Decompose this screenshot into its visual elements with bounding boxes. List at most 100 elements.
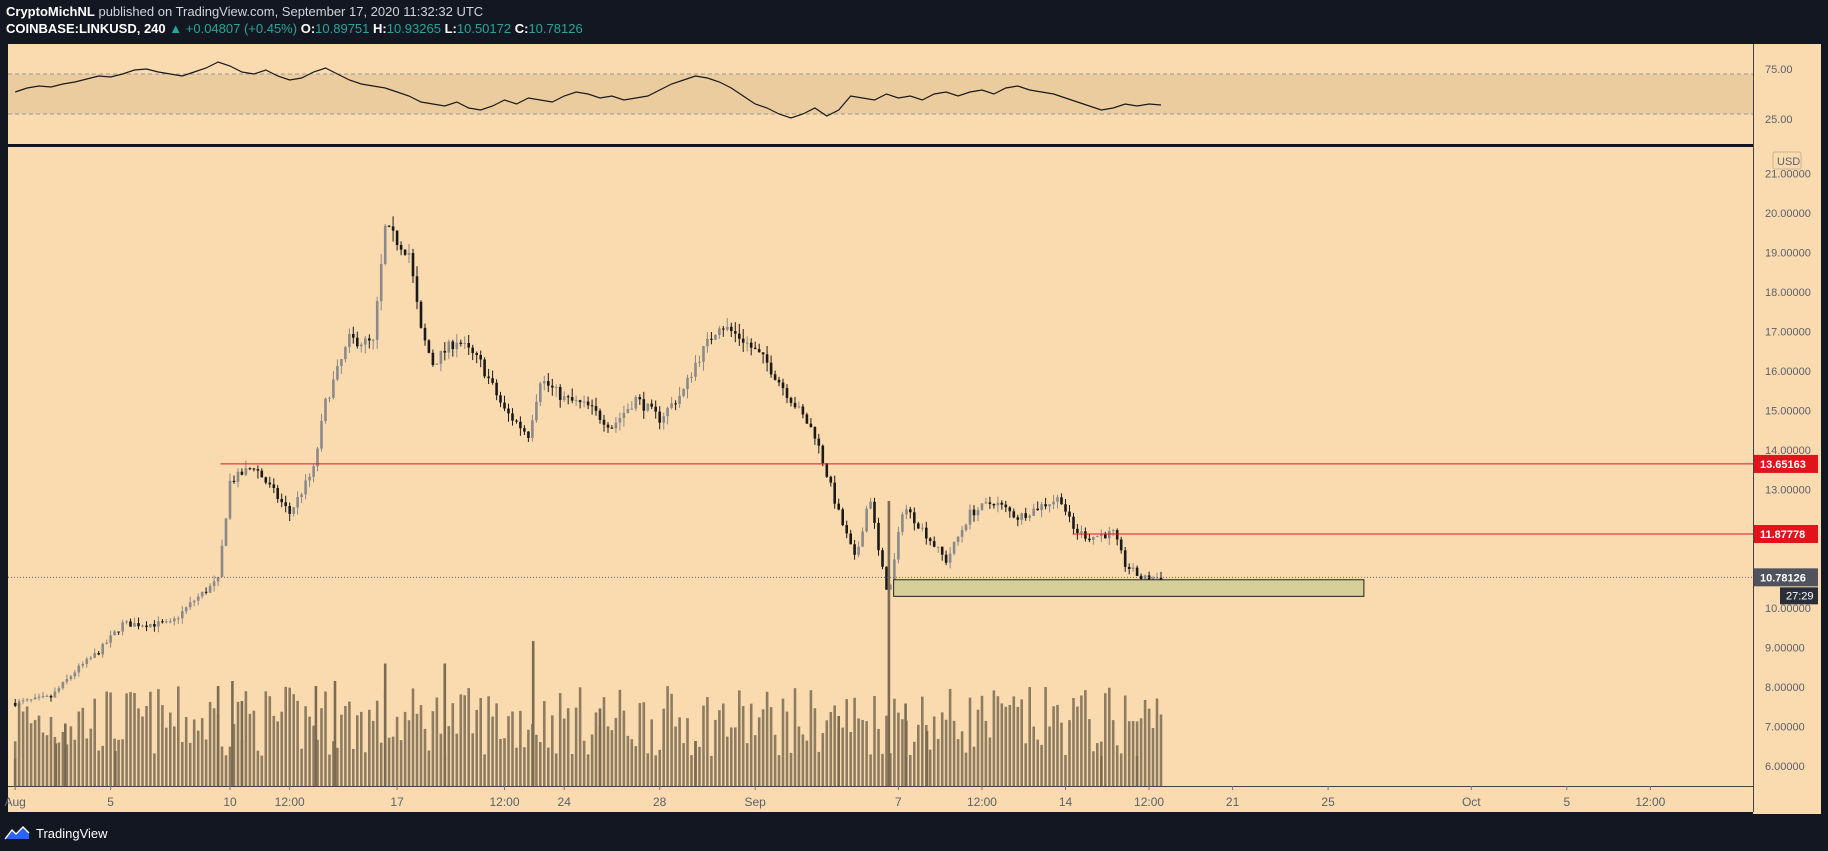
candle-body[interactable] xyxy=(336,366,339,380)
candle-body[interactable] xyxy=(97,653,100,655)
candle-body[interactable] xyxy=(419,301,423,328)
price-pane[interactable] xyxy=(8,147,1753,788)
candle-body[interactable] xyxy=(825,463,829,477)
candle-body[interactable] xyxy=(634,397,638,409)
candle-body[interactable] xyxy=(264,477,268,483)
candle-body[interactable] xyxy=(1024,513,1027,518)
candle-body[interactable] xyxy=(531,420,534,438)
candle-body[interactable] xyxy=(921,527,924,529)
candle-body[interactable] xyxy=(865,508,868,532)
candle-body[interactable] xyxy=(368,338,371,341)
candle-body[interactable] xyxy=(952,541,956,554)
candle-body[interactable] xyxy=(1028,515,1031,518)
candle-body[interactable] xyxy=(300,494,303,497)
candle-body[interactable] xyxy=(196,596,200,601)
candle-body[interactable] xyxy=(1036,508,1039,511)
candle-body[interactable] xyxy=(714,335,717,340)
candle-body[interactable] xyxy=(244,468,248,475)
candle-body[interactable] xyxy=(1115,530,1119,540)
candle-body[interactable] xyxy=(45,695,49,697)
candle-body[interactable] xyxy=(662,416,665,423)
candle-body[interactable] xyxy=(181,611,184,619)
candle-body[interactable] xyxy=(976,509,980,516)
candle-body[interactable] xyxy=(387,225,391,227)
candle-body[interactable] xyxy=(618,418,622,423)
candle-body[interactable] xyxy=(332,379,335,398)
candle-body[interactable] xyxy=(463,343,466,344)
candle-body[interactable] xyxy=(1060,497,1063,505)
candle-body[interactable] xyxy=(69,676,73,679)
candle-body[interactable] xyxy=(121,622,124,632)
candle-body[interactable] xyxy=(710,338,713,340)
candle-body[interactable] xyxy=(216,577,220,582)
candle-body[interactable] xyxy=(427,340,431,353)
candle-body[interactable] xyxy=(702,346,705,362)
candle-body[interactable] xyxy=(308,476,311,481)
candle-body[interactable] xyxy=(757,349,761,353)
candle-body[interactable] xyxy=(455,342,459,350)
candle-body[interactable] xyxy=(535,401,538,421)
candle-body[interactable] xyxy=(503,402,506,409)
candle-body[interactable] xyxy=(1012,511,1016,518)
candle-body[interactable] xyxy=(614,422,618,429)
candle-body[interactable] xyxy=(741,338,745,343)
candle-body[interactable] xyxy=(980,503,984,510)
candle-body[interactable] xyxy=(29,699,33,701)
candle-body[interactable] xyxy=(491,378,494,383)
candle-body[interactable] xyxy=(726,326,729,330)
candle-body[interactable] xyxy=(1072,516,1075,529)
candle-body[interactable] xyxy=(1104,534,1107,539)
price-axis[interactable] xyxy=(1753,44,1821,814)
candle-body[interactable] xyxy=(511,413,514,421)
candle-body[interactable] xyxy=(1131,567,1135,570)
candle-body[interactable] xyxy=(861,531,864,547)
candle-body[interactable] xyxy=(224,518,228,546)
candle-body[interactable] xyxy=(658,411,661,423)
candle-body[interactable] xyxy=(1064,504,1067,512)
candle-body[interactable] xyxy=(316,448,319,467)
candle-body[interactable] xyxy=(101,643,104,655)
candle-body[interactable] xyxy=(236,471,240,482)
candle-body[interactable] xyxy=(857,546,860,555)
candle-body[interactable] xyxy=(793,402,797,408)
candle-body[interactable] xyxy=(674,403,677,405)
candle-body[interactable] xyxy=(527,431,530,438)
candle-body[interactable] xyxy=(877,522,880,551)
candle-body[interactable] xyxy=(65,679,69,682)
candle-body[interactable] xyxy=(642,399,646,411)
candle-body[interactable] xyxy=(415,276,419,302)
candle-body[interactable] xyxy=(451,341,455,350)
candle-body[interactable] xyxy=(543,381,546,384)
candle-body[interactable] xyxy=(1119,539,1123,551)
candle-body[interactable] xyxy=(248,468,252,470)
candle-body[interactable] xyxy=(371,339,375,341)
candle-body[interactable] xyxy=(188,602,192,608)
candle-body[interactable] xyxy=(435,363,439,365)
candle-body[interactable] xyxy=(1092,536,1095,540)
candle-body[interactable] xyxy=(809,423,813,428)
candle-body[interactable] xyxy=(523,428,526,432)
candle-body[interactable] xyxy=(268,482,272,485)
candle-body[interactable] xyxy=(328,397,331,399)
candle-body[interactable] xyxy=(670,403,673,408)
candle-body[interactable] xyxy=(312,466,315,477)
candle-body[interactable] xyxy=(399,245,403,250)
candle-body[interactable] xyxy=(403,249,407,255)
candle-body[interactable] xyxy=(1084,531,1087,539)
candle-body[interactable] xyxy=(897,532,900,560)
candle-body[interactable] xyxy=(777,379,781,383)
candle-body[interactable] xyxy=(252,468,256,470)
candle-body[interactable] xyxy=(407,253,411,255)
candle-body[interactable] xyxy=(745,342,749,344)
candle-body[interactable] xyxy=(515,420,518,422)
candle-body[interactable] xyxy=(586,401,590,406)
time-axis[interactable] xyxy=(8,788,1753,812)
candle-body[interactable] xyxy=(495,382,498,396)
candle-body[interactable] xyxy=(905,509,908,515)
candle-body[interactable] xyxy=(968,509,972,525)
candle-body[interactable] xyxy=(666,407,669,417)
candle-body[interactable] xyxy=(292,507,295,514)
candle-body[interactable] xyxy=(698,361,701,363)
candle-body[interactable] xyxy=(753,347,757,350)
candle-body[interactable] xyxy=(948,553,952,563)
